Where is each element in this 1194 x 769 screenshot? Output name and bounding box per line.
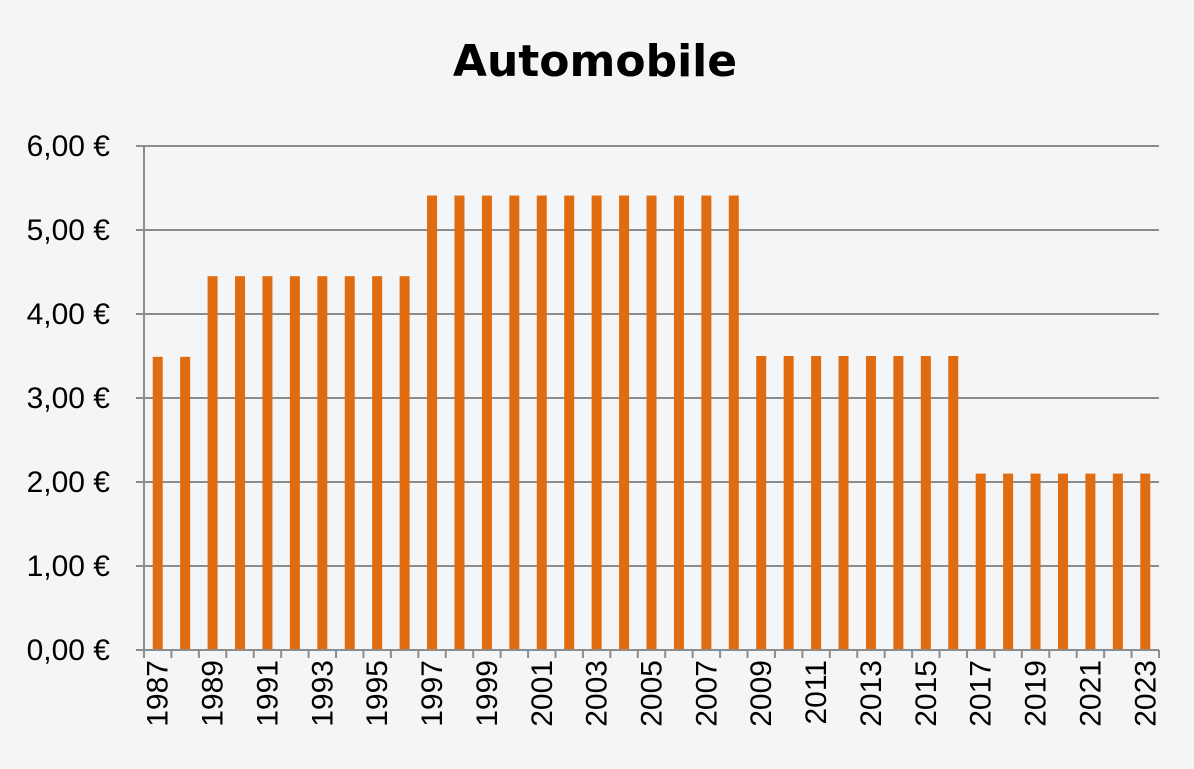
bar [1085,473,1096,650]
x-tick-label: 1997 [416,660,449,727]
bar [317,276,328,650]
x-tick-label: 1995 [361,660,394,727]
x-tick-label: 2013 [855,660,888,727]
bar [454,195,465,650]
bars [152,195,1151,650]
x-tick-label: 1999 [471,660,504,727]
bar [207,276,218,650]
y-tick-label: 5,00 € [27,214,111,247]
x-tick-label: 2019 [1020,660,1053,727]
bar [865,356,876,650]
bar [591,195,602,650]
x-tick-label: 2023 [1129,660,1162,727]
x-tick-label: 1987 [142,660,175,727]
bar [180,356,191,650]
bar [481,195,492,650]
y-tick-label: 4,00 € [27,298,111,331]
bar [262,276,273,650]
y-axis-tick-labels: 0,00 € 1,00 € 2,00 € 3,00 € 4,00 € 5,00 € 6,00… [27,130,111,667]
y-tick-label: 0,00 € [27,634,111,667]
bar [1112,473,1123,650]
bar [372,276,383,650]
bar [1057,473,1068,650]
bar [701,195,712,650]
bar [673,195,684,650]
bar [536,195,547,650]
bar [975,473,986,650]
bar [289,276,300,650]
x-tick-label: 1991 [251,660,284,727]
x-tick-label: 2011 [800,660,833,725]
x-tick-label: 1993 [306,660,339,727]
bar [838,356,849,650]
x-tick-label: 2007 [690,660,723,727]
bar [811,356,822,650]
bar [619,195,630,650]
bar [564,195,575,650]
bar [1030,473,1041,650]
bar [893,356,904,650]
x-axis-tick-labels: 1987 1989 1991 1993 1995 1997 1999 2001 2003 2005… [142,660,1163,727]
axes [136,145,1160,658]
bar [427,195,438,650]
bar [948,356,959,650]
y-tick-label: 3,00 € [27,382,111,415]
x-tick-label: 2009 [745,660,778,727]
bar [646,195,657,650]
bar [756,356,767,650]
bar [728,195,739,650]
x-tick-label: 2003 [581,660,614,727]
bar [235,276,246,650]
x-tick-label: 2017 [965,660,998,727]
y-tick-label: 1,00 € [27,550,111,583]
y-tick-label: 6,00 € [27,130,111,163]
y-tick-label: 2,00 € [27,466,111,499]
chart-title: Automobile [453,36,737,87]
bar [1140,473,1151,650]
x-tick-label: 2021 [1074,660,1107,727]
bar [344,276,355,650]
bar [783,356,794,650]
x-tick-label: 1989 [197,660,230,727]
bar [920,356,931,650]
bar [509,195,520,650]
x-tick-label: 2015 [910,660,943,727]
x-tick-label: 2001 [526,660,559,727]
bar [152,356,163,650]
bar [1003,473,1014,650]
x-tick-label: 2005 [636,660,669,727]
bar [399,276,410,650]
